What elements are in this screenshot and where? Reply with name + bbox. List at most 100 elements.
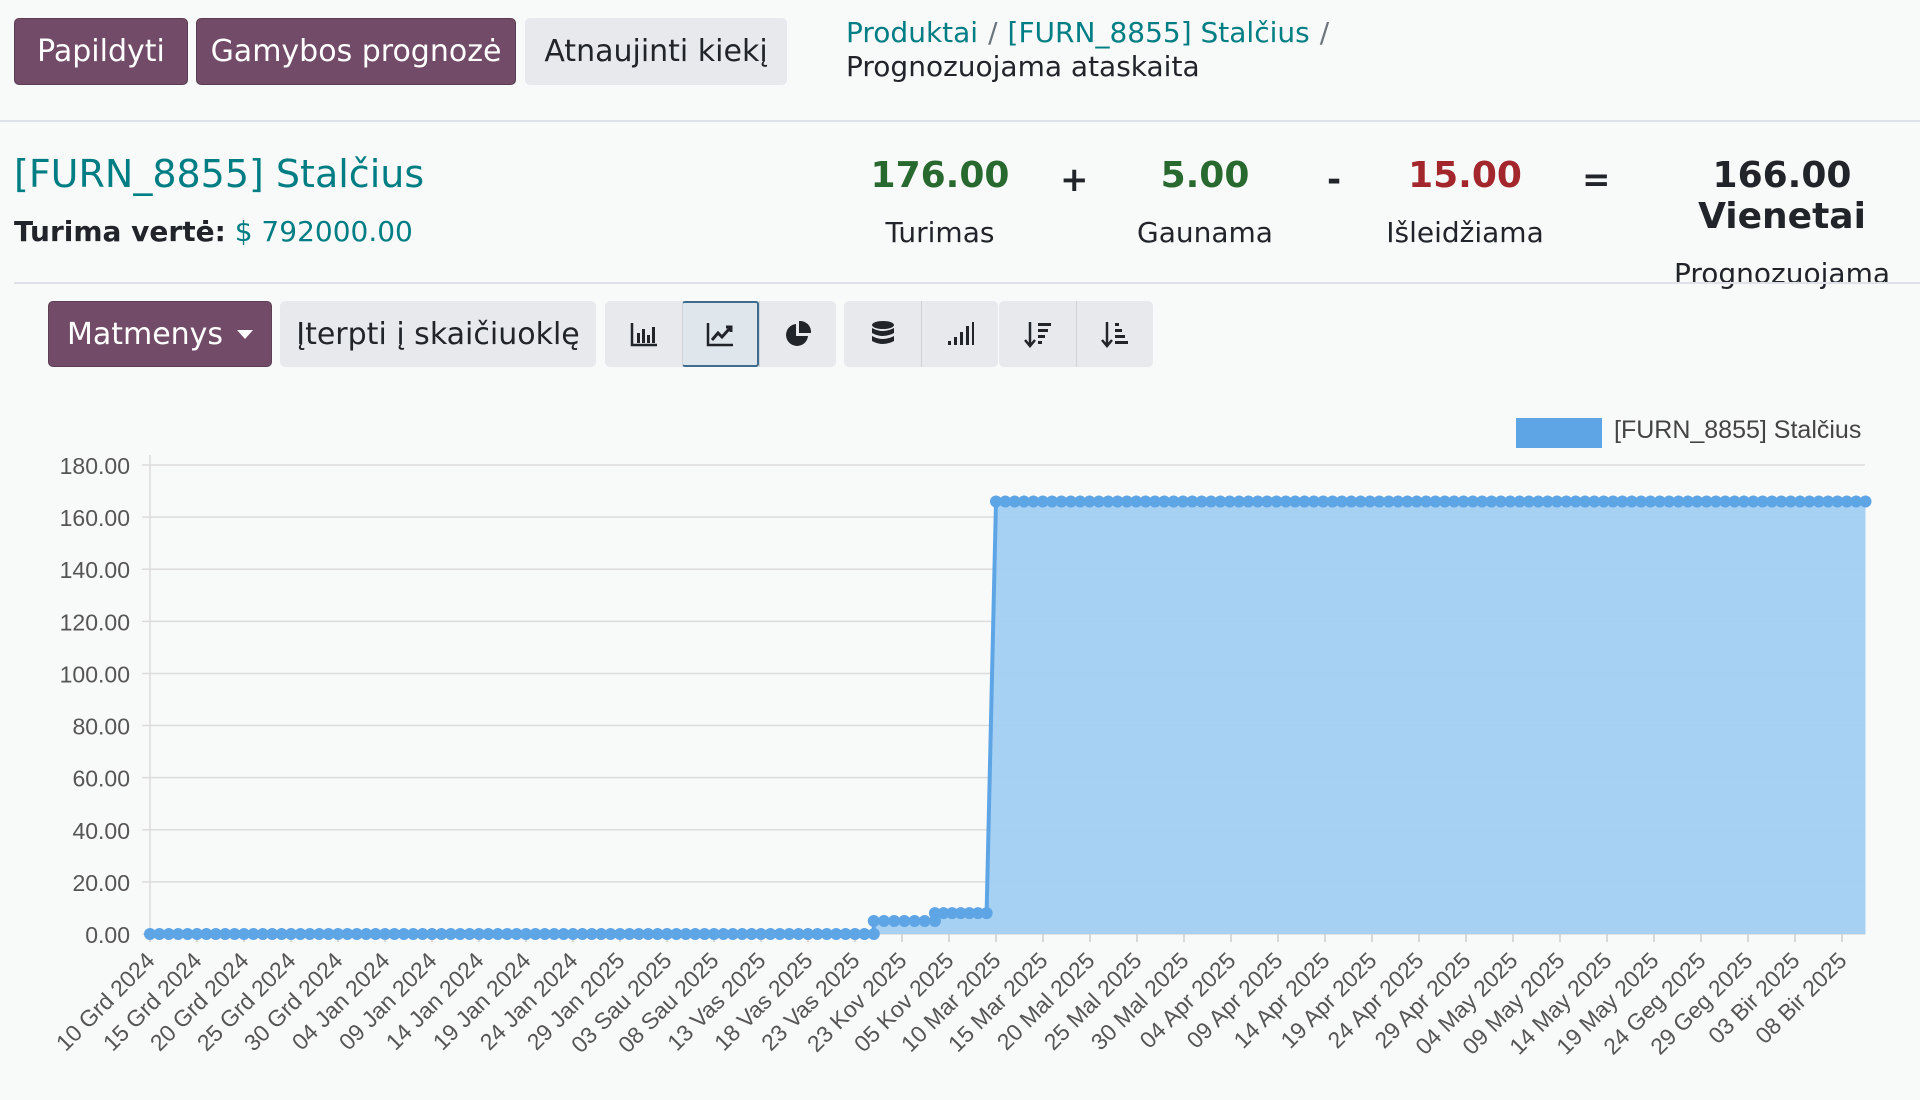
- data-point: [1560, 495, 1573, 508]
- data-point: [162, 928, 175, 940]
- data-point: [858, 928, 871, 940]
- data-point: [1046, 495, 1059, 508]
- data-point: [867, 928, 880, 940]
- y-tick-label: 20.00: [72, 870, 130, 896]
- data-point: [1728, 495, 1741, 508]
- data-point: [1261, 495, 1274, 508]
- data-point: [1242, 495, 1255, 508]
- data-point: [1850, 495, 1863, 508]
- legend-label[interactable]: [FURN_8855] Stalčius: [1614, 416, 1862, 444]
- data-point: [888, 914, 901, 927]
- caret-down-icon: [237, 329, 254, 339]
- product-title[interactable]: [FURN_8855] Stalčius: [14, 152, 425, 196]
- line-chart-icon: [706, 323, 733, 347]
- data-point: [802, 928, 814, 940]
- data-point: [548, 928, 561, 940]
- data-point: [1139, 495, 1152, 508]
- data-point: [510, 928, 523, 940]
- breadcrumb: Produktai / [FURN_8855] Stalčius / Prognozu…: [846, 16, 1339, 84]
- y-tick-label: 40.00: [72, 818, 130, 844]
- data-point: [1812, 495, 1825, 508]
- data-point: [928, 907, 941, 920]
- line-chart-button[interactable]: [682, 301, 759, 367]
- data-point: [689, 928, 702, 940]
- data-point: [717, 928, 730, 940]
- breadcrumb-product[interactable]: [FURN_8855] Stalčius: [1007, 16, 1310, 49]
- data-point: [1102, 495, 1115, 508]
- data-point: [1840, 495, 1853, 508]
- cumulative-icon: [948, 322, 974, 345]
- data-point: [1448, 495, 1461, 508]
- data-point: [585, 928, 598, 940]
- data-point: [1205, 495, 1218, 508]
- data-point: [1345, 495, 1358, 508]
- data-point: [1756, 495, 1769, 508]
- data-point: [332, 928, 344, 940]
- data-point: [1270, 495, 1283, 508]
- data-point: [191, 928, 203, 940]
- data-point: [313, 928, 326, 940]
- data-point: [1532, 495, 1545, 508]
- data-point: [1476, 495, 1489, 508]
- breadcrumb-products[interactable]: Produktai: [846, 16, 979, 49]
- data-point: [350, 928, 363, 940]
- data-point: [773, 928, 786, 940]
- bar-chart-button[interactable]: [605, 301, 682, 367]
- data-point: [1354, 495, 1367, 508]
- data-point: [1382, 495, 1395, 508]
- data-point: [144, 928, 156, 940]
- manufacturing-forecast-button[interactable]: Gamybos prognozė: [196, 18, 516, 85]
- data-point: [971, 907, 984, 920]
- data-point: [1279, 495, 1292, 508]
- y-tick-label: 60.00: [72, 766, 130, 792]
- data-point: [1550, 495, 1563, 508]
- data-point: [999, 495, 1012, 508]
- data-point: [1326, 495, 1339, 508]
- data-point: [1691, 495, 1704, 508]
- data-point: [388, 928, 401, 940]
- data-point: [200, 928, 213, 940]
- sort-ascending-icon: [1101, 322, 1128, 348]
- cumulative-button[interactable]: [921, 301, 998, 367]
- forecast-chart: 0.00 20.00 40.00 60.00 80.00 100.00 120.00 140.…: [51, 453, 1872, 1060]
- data-point: [1494, 495, 1507, 508]
- data-point: [595, 928, 608, 940]
- data-point: [946, 907, 959, 920]
- data-point: [614, 928, 626, 940]
- data-point: [1747, 495, 1760, 508]
- stat-on-hand-value: 176.00: [870, 155, 1010, 196]
- replenish-button[interactable]: Papildyti: [14, 18, 188, 85]
- chart-area: [FURN_8855] Stalčius 0.00 20.00 40.00 60.00…: [0, 400, 1920, 1100]
- data-point: [783, 928, 796, 940]
- data-point: [990, 495, 1002, 508]
- plus-operator: +: [1060, 160, 1089, 200]
- pie-chart-button[interactable]: [759, 301, 836, 367]
- data-point: [369, 928, 382, 940]
- data-point: [1457, 495, 1470, 508]
- sort-ascending-button[interactable]: [1076, 301, 1153, 367]
- data-point: [755, 928, 767, 940]
- insert-spreadsheet-button[interactable]: Įterpti į skaičiuoklę: [280, 301, 596, 367]
- data-point: [1831, 495, 1844, 508]
- breadcrumb-separator: /: [1319, 16, 1330, 49]
- data-point: [908, 914, 921, 927]
- data-point: [1485, 495, 1498, 508]
- data-point: [444, 928, 457, 940]
- on-hand-value-label: Turima vertė:: [14, 215, 226, 248]
- sort-descending-button[interactable]: [999, 301, 1076, 367]
- data-point: [341, 928, 354, 940]
- stat-incoming: 5.00 Gaunama: [1125, 155, 1285, 249]
- y-tick-label: 0.00: [85, 922, 130, 948]
- legend-swatch[interactable]: [1516, 418, 1602, 448]
- stacked-button[interactable]: [844, 301, 921, 367]
- data-point: [1569, 495, 1582, 508]
- measures-dropdown[interactable]: Matmenys: [48, 301, 272, 367]
- data-point: [209, 928, 222, 940]
- update-quantity-button[interactable]: Atnaujinti kiekį: [525, 18, 787, 85]
- data-point: [1737, 495, 1750, 508]
- on-hand-value-amount: $ 792000.00: [234, 215, 413, 248]
- data-point: [830, 928, 843, 940]
- data-point: [397, 928, 410, 940]
- data-point: [538, 928, 551, 940]
- y-tick-label: 100.00: [60, 661, 130, 687]
